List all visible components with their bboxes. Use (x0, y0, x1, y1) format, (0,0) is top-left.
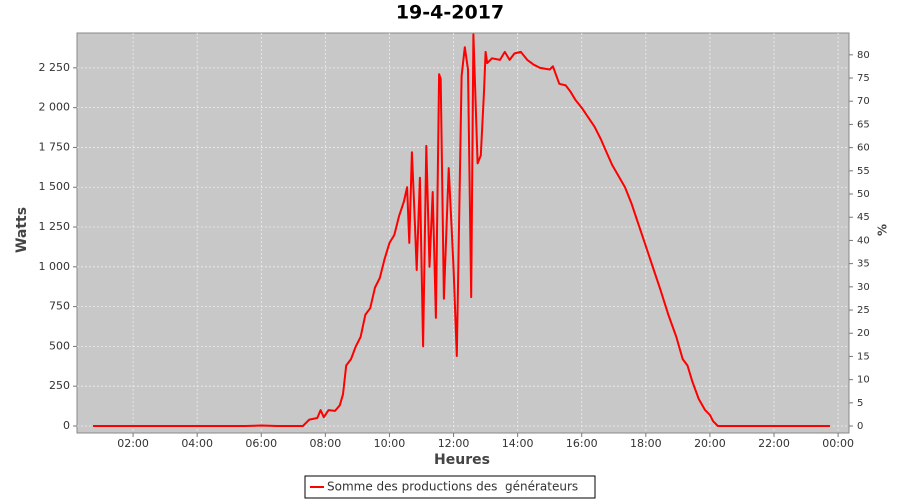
x-tick-label: 08:00 (310, 437, 342, 450)
y2-tick-label: 50 (857, 189, 870, 200)
y-tick-label: 250 (49, 379, 70, 392)
y-tick-label: 1 500 (39, 180, 71, 193)
x-tick-label: 14:00 (502, 437, 534, 450)
line-series (93, 33, 831, 427)
y-axis-title: Watts (14, 207, 30, 253)
y2-tick-label: 55 (857, 166, 870, 177)
x-axis-title: Heures (434, 452, 490, 468)
y2-tick-label: 45 (857, 212, 870, 223)
y2-tick-label: 35 (857, 259, 870, 270)
x-tick-label: 20:00 (694, 437, 726, 450)
y2-tick-label: 30 (857, 282, 870, 293)
y2-tick-label: 5 (857, 398, 863, 409)
x-tick-label: 16:00 (566, 437, 598, 450)
y-tick-label: 750 (49, 300, 70, 313)
y-tick-label: 2 250 (39, 61, 71, 74)
x-tick-label: 22:00 (758, 437, 790, 450)
x-tick-label: 18:00 (630, 437, 662, 450)
plot-area (76, 32, 850, 434)
x-tick-label: 10:00 (374, 437, 406, 450)
x-tick-label: 04:00 (181, 437, 213, 450)
x-tick-label: 06:00 (245, 437, 277, 450)
y2-tick-label: 65 (857, 119, 870, 130)
y2-tick-label: 25 (857, 305, 870, 316)
y2-tick-label: 70 (857, 96, 870, 107)
y-tick-label: 500 (49, 339, 70, 352)
y-tick-label: 1 000 (39, 260, 71, 273)
y-tick-label: 0 (63, 419, 70, 432)
y2-tick-label: 0 (857, 421, 863, 432)
y2-tick-label: 80 (857, 50, 870, 61)
y2-tick-label: 10 (857, 375, 870, 386)
y2-tick-label: 60 (857, 143, 870, 154)
legend-label: Somme des productions des générateurs (327, 480, 578, 494)
chart-title: 19-4-2017 (396, 2, 504, 24)
y2-axis-title: % (876, 224, 890, 236)
y-tick-label: 1 250 (39, 220, 71, 233)
legend (304, 475, 596, 499)
y2-tick-label: 40 (857, 235, 870, 246)
x-tick-label: 02:00 (117, 437, 149, 450)
x-tick-label: 12:00 (438, 437, 470, 450)
x-tick-label: 00:00 (822, 437, 854, 450)
y2-tick-label: 15 (857, 351, 870, 362)
y-tick-label: 1 750 (39, 140, 71, 153)
y2-tick-label: 20 (857, 328, 870, 339)
y-tick-label: 2 000 (39, 101, 71, 114)
y2-tick-label: 75 (857, 73, 870, 84)
